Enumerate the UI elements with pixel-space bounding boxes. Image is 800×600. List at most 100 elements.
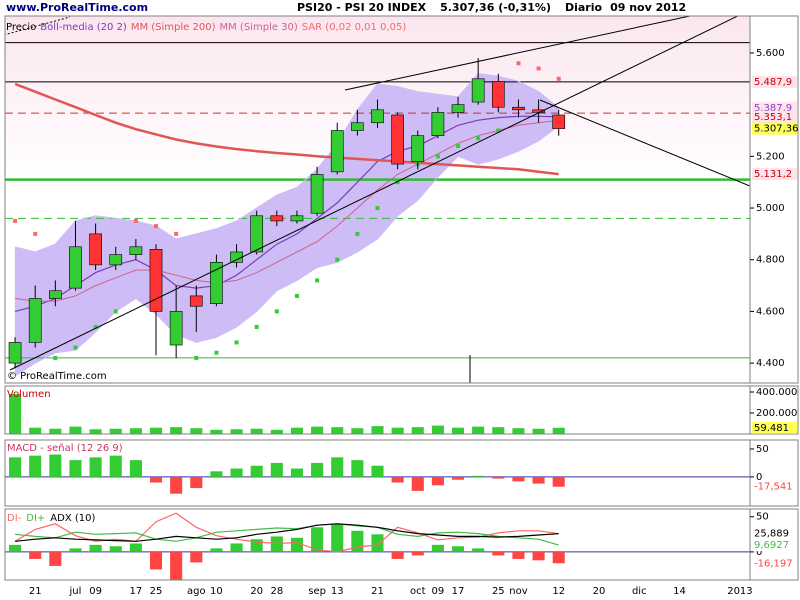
value-label-bg [752,480,797,493]
bar [129,543,142,552]
candle-body [411,135,425,162]
bar [290,537,303,552]
candle-body [89,233,102,266]
bar [411,427,424,434]
indicator-line [15,523,559,546]
candle-body [431,112,445,136]
bar [170,427,183,434]
value-label: 9,6927 [754,540,789,551]
sar-dot [254,324,259,329]
legend-entry: Boll-media (20 2) [40,22,127,33]
x-tick-label: 17 [452,586,465,597]
bar [391,551,404,559]
bar [512,551,525,559]
bar [290,427,303,434]
bar [411,551,424,556]
x-tick-label: 09 [89,586,102,597]
bar [452,476,465,480]
bar [351,428,364,434]
value-label: 5.387,9 [754,103,792,114]
sar-dot [174,231,179,236]
bar [532,428,545,434]
bar [472,548,485,552]
legend-entry: Precio [6,22,36,33]
x-tick-label: 2013 [727,586,752,597]
sar-dot [53,355,58,360]
indicator-line [15,523,559,542]
x-tick-label: 20 [593,586,606,597]
candle-body [330,130,344,173]
y-tick-label: 400.000 [756,387,797,398]
bar [391,476,404,483]
candle-body [552,114,566,129]
bar [331,427,344,434]
sar-dot [194,355,199,360]
bar [49,551,62,566]
bollinger-upper [14,73,560,253]
candle-body [129,246,143,255]
sar-dot [375,206,380,211]
candle-body [351,122,364,131]
legend-entry: ADX (10) [50,513,95,524]
bar [512,476,525,482]
sar-dot [556,76,561,81]
bar [29,427,42,434]
bar [9,457,22,477]
bar [129,460,142,477]
bar [290,468,303,477]
x-tick-label: ago [187,586,206,597]
bar [49,428,62,434]
candle-body [250,215,264,253]
sar-dot [456,144,461,149]
sar-dot [133,218,138,223]
bar [250,428,263,434]
x-tick-label: 25 [492,586,505,597]
y-tick-label: 5.000 [756,203,785,214]
bar [250,465,263,477]
bar [532,476,545,484]
bar [391,427,404,434]
bar [89,457,102,477]
header-text: Diario [565,1,603,14]
candle-body [8,342,22,364]
bar [170,551,183,580]
sar-dot [516,61,521,66]
candle-body [371,109,384,124]
trendline [344,16,691,91]
bar [411,476,424,491]
x-tick-label: 21 [371,586,384,597]
bollinger-middle [14,115,559,312]
bar [331,523,344,552]
bar [270,462,283,477]
sar-dot [234,340,239,345]
candle-body [290,215,304,222]
sar-dot [113,309,118,314]
bar [29,455,42,477]
bar [170,476,183,494]
bar [431,476,444,486]
candle-body [451,104,465,113]
bar [149,427,163,434]
bar [109,428,122,434]
y-tick-label: 50 [756,512,769,523]
x-tick-label: 14 [673,586,686,597]
bar [89,544,102,552]
trendlines [5,16,750,383]
bar [532,551,545,561]
bar [190,551,203,563]
header-text: 09 nov 2012 [610,1,686,14]
bar [552,476,565,487]
bar [230,468,243,477]
x-tick-label: oct [410,586,426,597]
axis-frame [749,439,799,507]
x-tick-label: 12 [552,586,565,597]
x-tick-label: dic [632,586,647,597]
bar [9,544,22,552]
value-label-bg [752,122,797,135]
value-label-bg [752,75,797,88]
value-label-bg [752,110,797,123]
candle-body [491,81,505,108]
bar [492,427,505,434]
sar-dot [33,231,38,236]
header-text: 5.307,36 (-0,31%) [440,1,551,14]
